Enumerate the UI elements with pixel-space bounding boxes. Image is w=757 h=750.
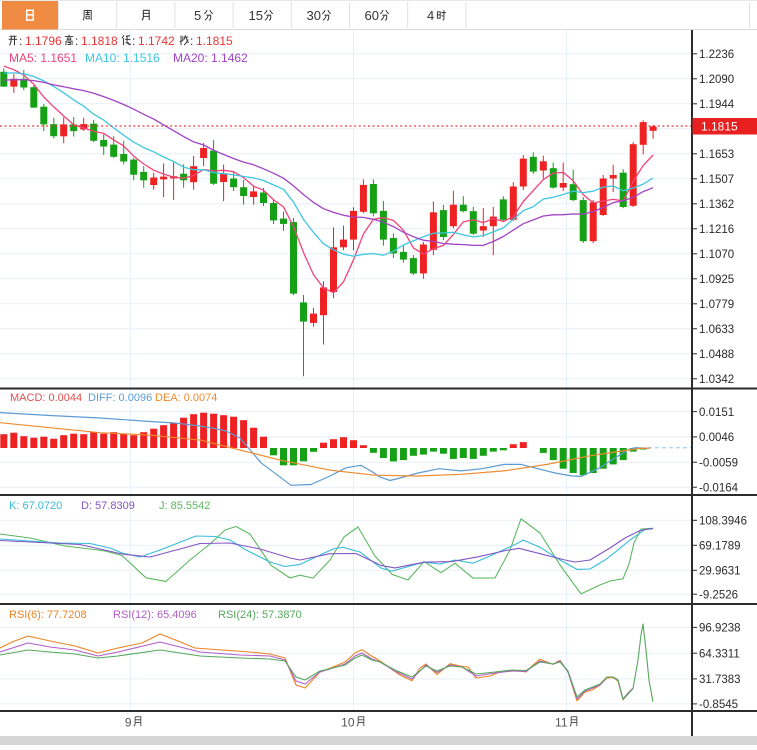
svg-text:1.1070: 1.1070: [699, 249, 734, 261]
svg-text:1.1815: 1.1815: [196, 34, 233, 48]
svg-text:4: 4: [427, 8, 434, 23]
svg-text:1.1362: 1.1362: [699, 199, 734, 211]
svg-text:30: 30: [307, 8, 321, 23]
svg-text::: :: [132, 34, 135, 48]
svg-text:1.0488: 1.0488: [699, 349, 734, 361]
svg-text:69.1789: 69.1789: [699, 541, 741, 553]
svg-text:29.9631: 29.9631: [699, 566, 741, 578]
svg-text:11: 11: [555, 716, 568, 730]
svg-text:J: 85.5542: J: 85.5542: [159, 500, 210, 512]
svg-text:1.1742: 1.1742: [138, 34, 175, 48]
svg-text:-9.2526: -9.2526: [699, 589, 738, 601]
svg-text:DEA: 0.0074: DEA: 0.0074: [155, 392, 217, 404]
svg-text::: :: [19, 34, 22, 48]
svg-text:1.0342: 1.0342: [699, 374, 734, 386]
svg-text:MA20: 1.1462: MA20: 1.1462: [173, 51, 248, 65]
svg-text:-0.8545: -0.8545: [699, 699, 738, 711]
svg-text:RSI(6): 77.7208: RSI(6): 77.7208: [9, 609, 87, 621]
svg-text:1.2236: 1.2236: [699, 49, 734, 61]
svg-text:D: 57.8309: D: 57.8309: [81, 500, 135, 512]
svg-text:-0.0059: -0.0059: [699, 457, 738, 469]
svg-text:RSI(12): 65.4096: RSI(12): 65.4096: [113, 609, 197, 621]
svg-text:10: 10: [341, 716, 355, 730]
svg-text:1.2090: 1.2090: [699, 74, 734, 86]
svg-text:0.0151: 0.0151: [699, 407, 734, 419]
svg-text:1.1818: 1.1818: [81, 34, 118, 48]
svg-text:1.1507: 1.1507: [699, 174, 734, 186]
svg-text:K: 67.0720: K: 67.0720: [9, 500, 62, 512]
svg-text:1.0779: 1.0779: [699, 299, 734, 311]
svg-text:MA10: 1.1516: MA10: 1.1516: [85, 51, 160, 65]
svg-text:1.0925: 1.0925: [699, 274, 734, 286]
svg-text:60: 60: [365, 8, 379, 23]
svg-text:0.0046: 0.0046: [699, 432, 734, 444]
svg-text:1.1653: 1.1653: [699, 149, 734, 161]
svg-text:1.1815: 1.1815: [701, 120, 738, 134]
svg-text:-0.0164: -0.0164: [699, 482, 739, 494]
svg-text:DIFF: 0.0096: DIFF: 0.0096: [88, 392, 152, 404]
svg-text:31.7383: 31.7383: [699, 674, 741, 686]
svg-text:1.0633: 1.0633: [699, 324, 734, 336]
svg-text:1.1796: 1.1796: [25, 34, 62, 48]
svg-text::: :: [75, 34, 78, 48]
svg-text:1.1944: 1.1944: [699, 99, 735, 111]
svg-text:9: 9: [125, 716, 132, 730]
svg-text:5: 5: [194, 8, 201, 23]
svg-text:1.1216: 1.1216: [699, 224, 734, 236]
svg-text:96.9238: 96.9238: [699, 623, 741, 635]
svg-text:MACD: 0.0044: MACD: 0.0044: [10, 392, 82, 404]
svg-text:108.3946: 108.3946: [699, 516, 747, 528]
svg-text:15: 15: [249, 8, 263, 23]
svg-text:64.3311: 64.3311: [699, 648, 740, 660]
svg-text::: :: [190, 34, 193, 48]
svg-text:RSI(24): 57.3870: RSI(24): 57.3870: [218, 609, 302, 621]
svg-text:MA5: 1.1651: MA5: 1.1651: [9, 51, 77, 65]
